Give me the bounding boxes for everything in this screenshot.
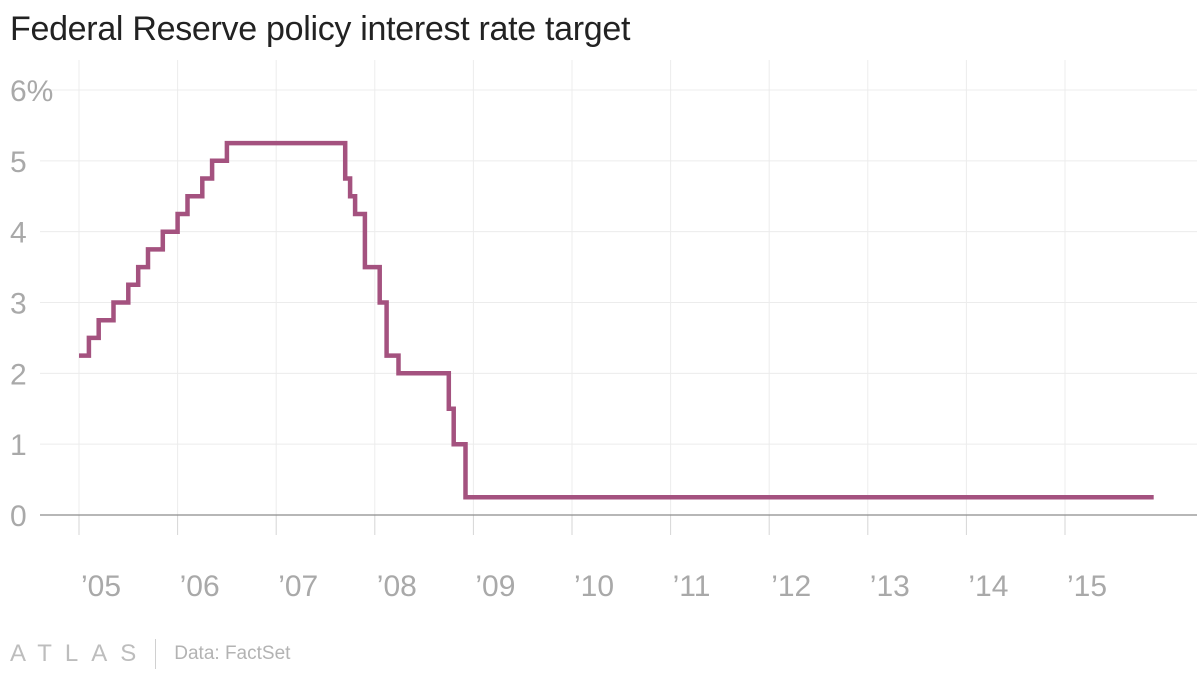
x-tick-label: ’14 (968, 570, 1008, 603)
series-line-fed-rate (79, 140, 1154, 500)
series-layer (79, 140, 1154, 500)
x-tick-label: ’08 (377, 570, 417, 603)
footer-divider (155, 639, 157, 669)
x-tick-label: ’05 (81, 570, 121, 603)
axes (40, 514, 1197, 535)
x-tick-label: ’10 (574, 570, 614, 603)
x-tick-label: ’11 (673, 570, 711, 603)
data-source: Data: FactSet (174, 643, 291, 664)
x-tick-label: ’09 (475, 570, 515, 603)
brand-logo: ATLAS (10, 640, 150, 667)
y-tick-label: 1 (10, 429, 27, 462)
x-tick-label: ’13 (870, 570, 910, 603)
y-tick-label: 4 (10, 217, 27, 250)
chart-title: Federal Reserve policy interest rate tar… (10, 10, 631, 48)
y-tick-label: 3 (10, 288, 27, 321)
y-tick-label: 5 (10, 146, 27, 179)
y-tick-label: 6% (10, 75, 53, 108)
y-tick-label: 0 (10, 500, 27, 533)
grid-lines (40, 60, 1197, 515)
y-tick-label: 2 (10, 358, 27, 391)
x-tick-label: ’07 (278, 570, 318, 603)
chart-footer: ATLAS Data: FactSet (10, 636, 290, 672)
x-tick-label: ’12 (771, 570, 811, 603)
tick-labels: 0 1 2 3 4 5 6% ’05 ’06 ’07 ’08 ’09 ’10 ’11 ’12 ’13 ’14 ’1… (10, 75, 1107, 603)
x-tick-label: ’15 (1067, 570, 1107, 603)
x-tick-label: ’06 (180, 570, 220, 603)
